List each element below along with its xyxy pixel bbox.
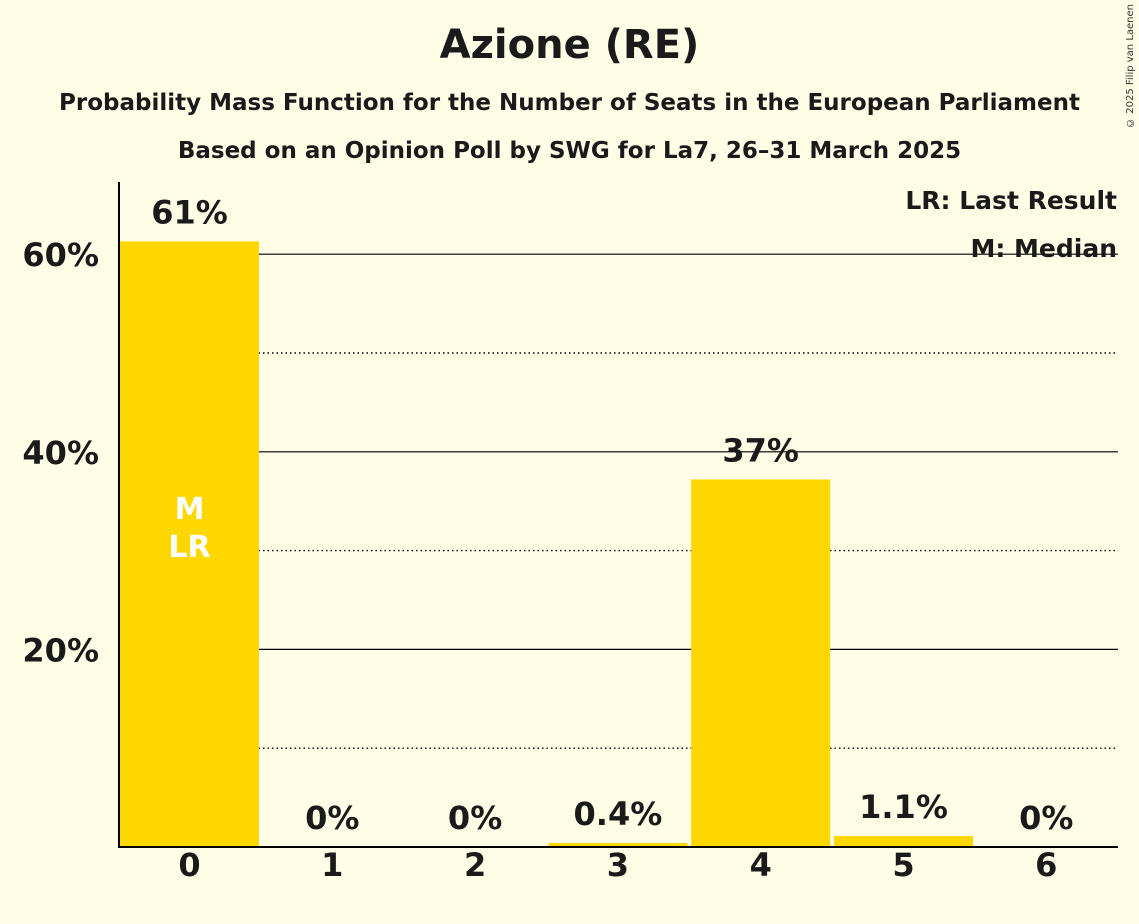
y-tick-label: 60% [22, 236, 99, 274]
bar [120, 241, 259, 847]
x-tick-label: 3 [607, 846, 629, 884]
chart-title: Azione (RE) [439, 22, 700, 68]
bar-marker-label: M [175, 492, 205, 527]
x-tick-label: 1 [321, 846, 343, 884]
x-tick-label: 2 [464, 846, 486, 884]
data-label: 61% [151, 193, 228, 231]
legend-entry: LR: Last Result [905, 186, 1117, 215]
chart-source-line: Based on an Opinion Poll by SWG for La7,… [177, 138, 962, 164]
bar-marker-label: LR [168, 530, 210, 565]
data-label: 0% [305, 799, 359, 837]
bar [834, 836, 973, 847]
y-tick-label: 20% [22, 631, 99, 669]
chart-subtitle: Probability Mass Function for the Number… [59, 90, 1080, 116]
x-tick-label: 6 [1035, 846, 1057, 884]
x-tick-label: 5 [892, 846, 914, 884]
y-tick-label: 40% [22, 434, 99, 472]
data-label: 0% [448, 799, 502, 837]
bar [548, 843, 688, 847]
data-label: 0% [1019, 799, 1073, 837]
x-tick-label: 4 [750, 846, 772, 884]
data-label: 0.4% [574, 795, 663, 833]
legend-entry: M: Median [970, 234, 1117, 263]
data-label: 1.1% [859, 788, 948, 826]
x-tick-label: 0 [178, 846, 200, 884]
bar [691, 479, 831, 847]
data-label: 37% [722, 431, 799, 469]
